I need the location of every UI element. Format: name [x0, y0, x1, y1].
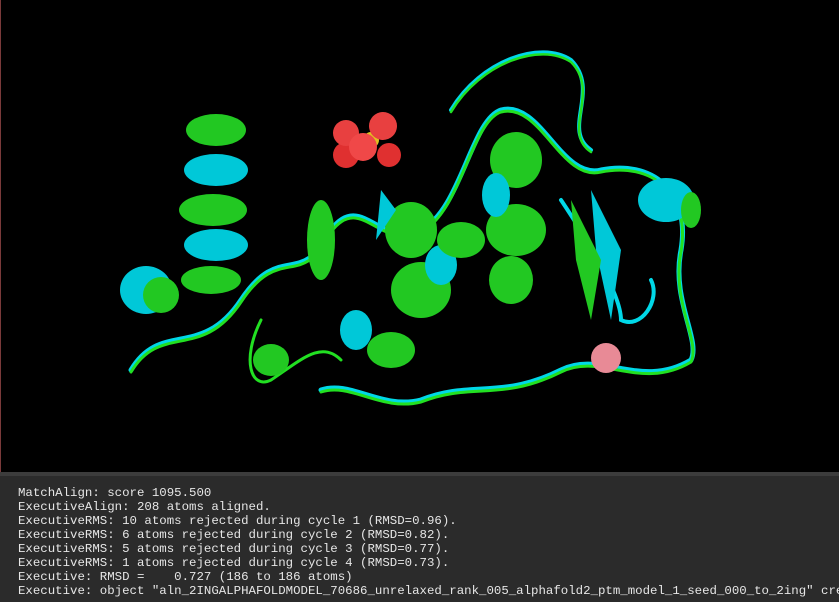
sulfate-spheres [333, 112, 401, 168]
console-line: MatchAlign: score 1095.500 [18, 486, 212, 500]
protein-render [120, 50, 701, 406]
console-line: ExecutiveRMS: 10 atoms rejected during c… [18, 514, 457, 528]
molecule-viewport[interactable] [0, 0, 839, 472]
console-line: ExecutiveRMS: 1 atoms rejected during cy… [18, 556, 450, 570]
console-line: ExecutiveRMS: 6 atoms rejected during cy… [18, 528, 450, 542]
console-line: Executive: RMSD = 0.727 (186 to 186 atom… [18, 570, 353, 584]
console-line: ExecutiveAlign: 208 atoms aligned. [18, 500, 271, 514]
console-line: Executive: object "aln_2INGALPHAFOLDMODE… [18, 584, 839, 598]
console-line: ExecutiveRMS: 5 atoms rejected during cy… [18, 542, 450, 556]
helices [120, 114, 701, 376]
ion-sphere [591, 343, 621, 373]
output-console: MatchAlign: score 1095.500 ExecutiveAlign… [0, 472, 839, 602]
